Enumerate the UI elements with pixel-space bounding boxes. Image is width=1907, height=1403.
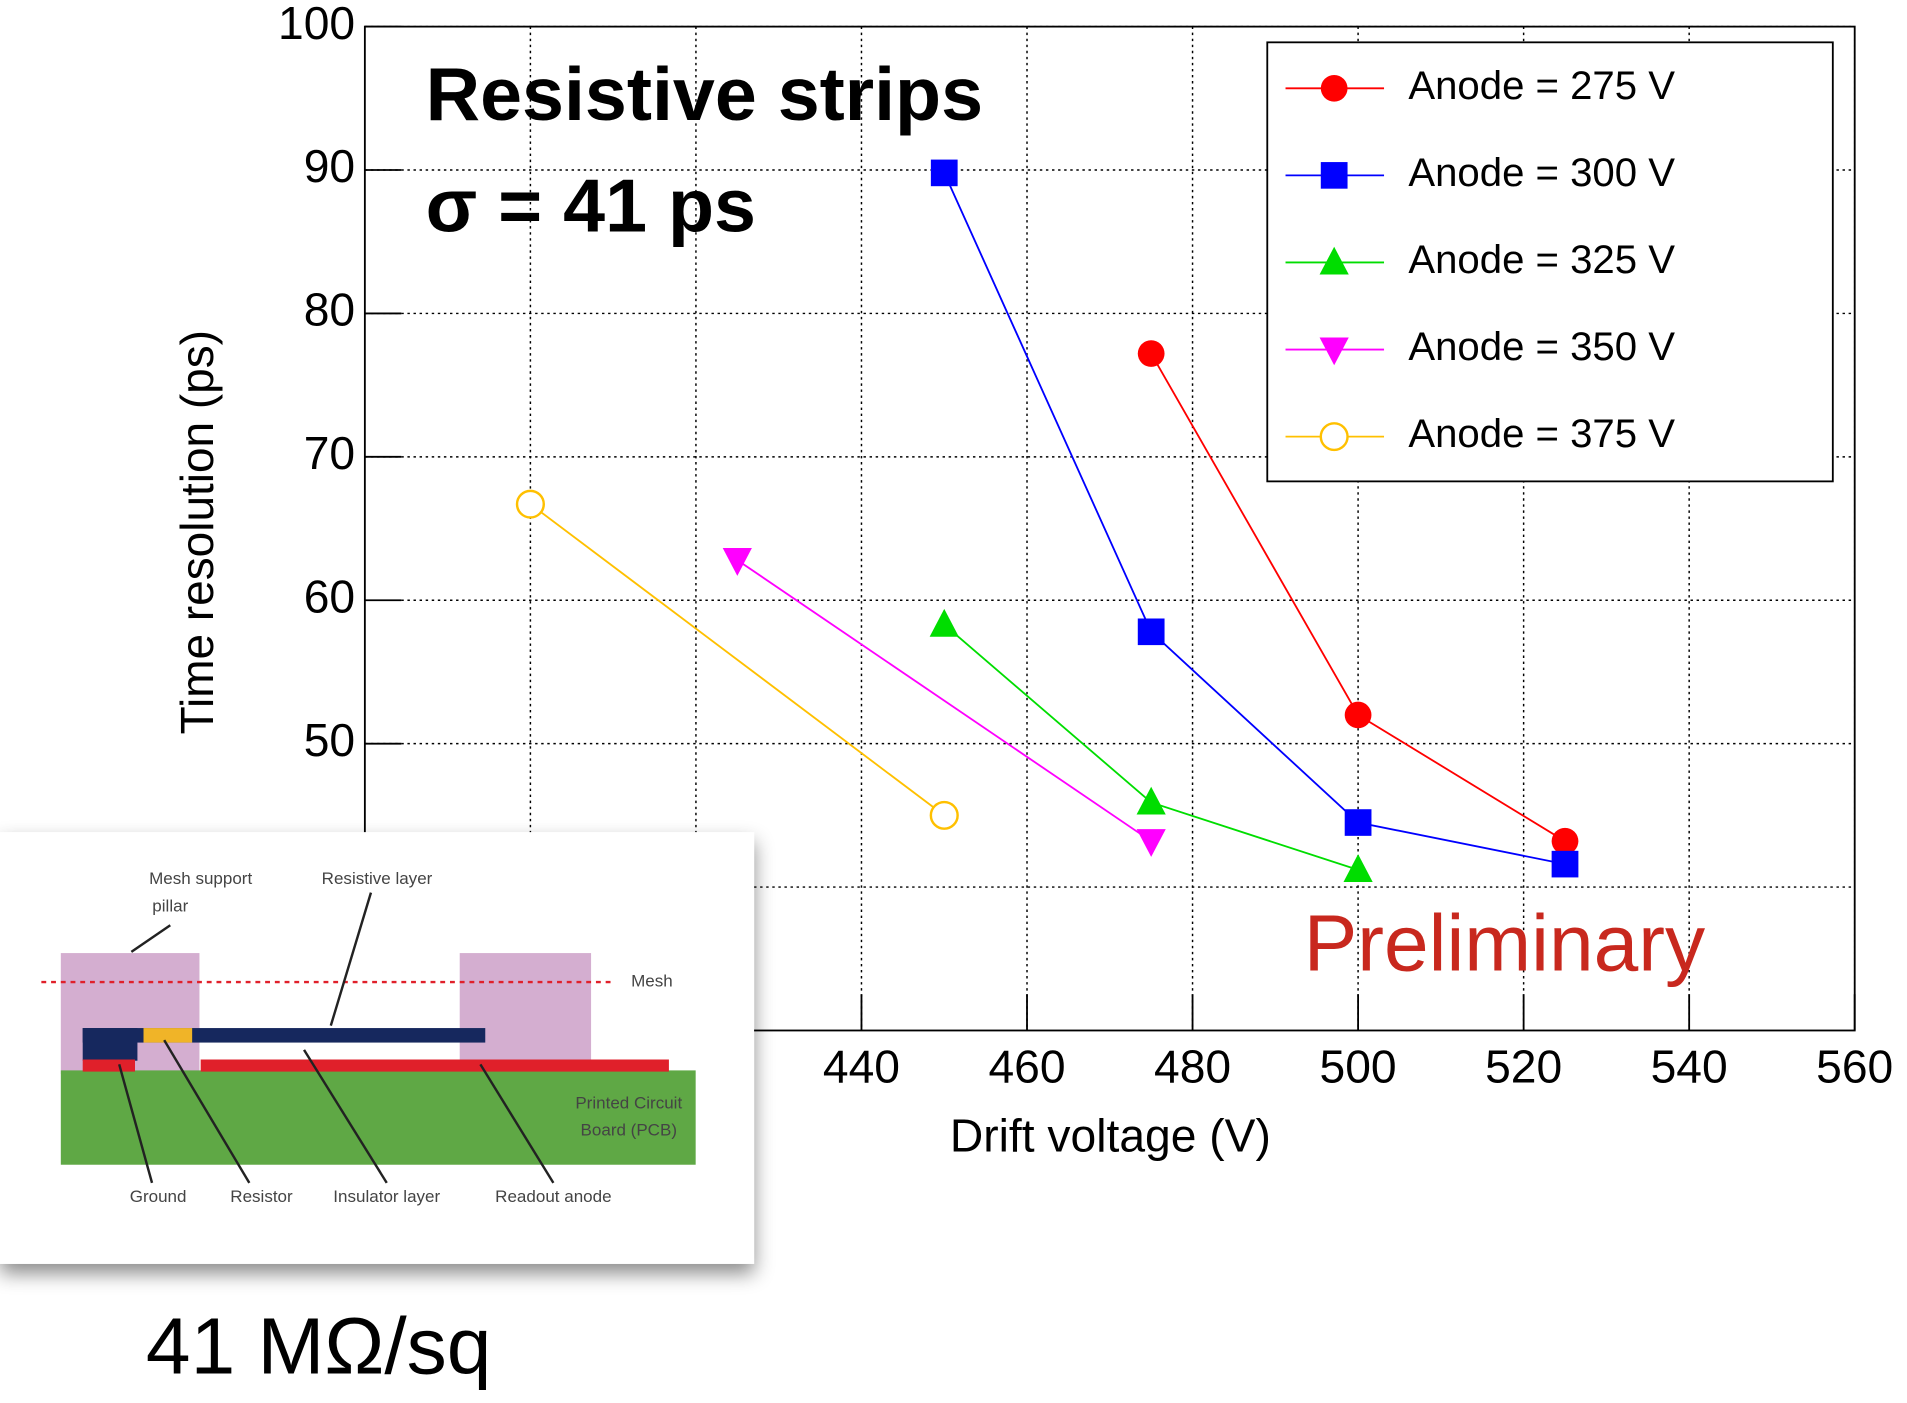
- inset-label: pillar: [152, 897, 188, 916]
- inset-label: Ground: [130, 1187, 187, 1206]
- x-tick-label: 520: [1485, 1041, 1562, 1093]
- legend-label: Anode = 300 V: [1408, 151, 1675, 195]
- marker: [1136, 786, 1166, 815]
- legend-marker: [1319, 422, 1349, 452]
- y-tick-label: 60: [304, 571, 355, 623]
- y-tick-label: 90: [304, 140, 355, 192]
- inset-label: Resistive layer: [322, 869, 433, 888]
- y-tick-label: 100: [278, 0, 355, 49]
- series-line: [529, 503, 945, 817]
- marker: [929, 800, 959, 830]
- y-tick-label: 50: [304, 714, 355, 766]
- marker: [1551, 850, 1579, 878]
- y-axis-title: Time resolution (ps): [171, 330, 223, 734]
- legend-label: Anode = 375 V: [1408, 412, 1675, 456]
- marker: [722, 547, 752, 576]
- annotation: 41 MΩ/sq: [146, 1301, 491, 1390]
- annotation: σ = 41 ps: [426, 164, 756, 248]
- series-line: [736, 559, 1152, 842]
- y-tick-label: 70: [304, 427, 355, 479]
- plot-frame: [363, 25, 1856, 1032]
- legend: Anode = 275 V Anode = 300 V Anode = 325 V A…: [1266, 41, 1834, 483]
- legend-marker: [1319, 246, 1349, 275]
- marker: [515, 489, 545, 519]
- marker: [1551, 827, 1579, 855]
- annotation: Resistive strips: [426, 52, 983, 136]
- marker: [930, 159, 958, 187]
- series-line: [943, 172, 1566, 866]
- inset-label: Mesh: [631, 972, 673, 991]
- ground: [82, 1059, 135, 1072]
- resistor: [143, 1028, 193, 1043]
- legend-marker: [1320, 74, 1348, 102]
- pcb: [60, 1070, 696, 1165]
- ground-pad: [82, 1028, 138, 1061]
- marker: [1344, 809, 1372, 836]
- legend-label: Anode = 275 V: [1408, 64, 1675, 108]
- marker: [929, 608, 959, 637]
- readout-anode: [200, 1059, 669, 1072]
- legend-label: Anode = 325 V: [1408, 238, 1675, 282]
- marker: [1137, 618, 1165, 646]
- legend-marker: [1320, 162, 1348, 189]
- marker: [1136, 829, 1166, 857]
- annotation: Preliminary: [1304, 899, 1705, 988]
- inset-diagram: Mesh support pillar Resistive layer Mesh…: [0, 832, 755, 1264]
- legend-marker: [1319, 337, 1349, 366]
- legend-label: Anode = 350 V: [1408, 325, 1675, 369]
- pillar: [459, 953, 592, 1075]
- y-tick-label: 80: [304, 284, 355, 336]
- x-tick-label: 560: [1816, 1041, 1893, 1093]
- inset-label: Mesh support: [149, 869, 252, 888]
- x-tick-label: 500: [1320, 1041, 1397, 1093]
- marker: [1344, 701, 1372, 729]
- leaders: [118, 892, 555, 1184]
- inset-label: Readout anode: [495, 1187, 611, 1206]
- inset-label: Board (PCB): [581, 1120, 677, 1139]
- inset-label: Resistor: [230, 1187, 293, 1206]
- x-tick-label: 540: [1651, 1041, 1728, 1093]
- x-tick-label: 460: [988, 1041, 1065, 1093]
- inset-label: Insulator layer: [333, 1187, 440, 1206]
- x-tick-label: 440: [823, 1041, 900, 1093]
- marker: [1343, 854, 1373, 882]
- inset-label: Printed Circuit: [575, 1094, 682, 1113]
- resistive-layer: [82, 1028, 486, 1043]
- x-tick-label: 480: [1154, 1041, 1231, 1093]
- marker: [1137, 340, 1165, 367]
- x-axis-title: Drift voltage (V): [950, 1110, 1271, 1162]
